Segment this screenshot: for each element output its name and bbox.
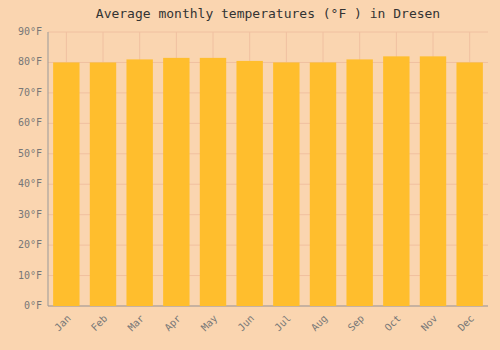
y-tick-label: 50°F	[18, 148, 42, 159]
y-tick-label: 10°F	[18, 270, 42, 281]
background	[0, 0, 500, 350]
bars	[53, 56, 483, 306]
bar	[420, 56, 446, 306]
y-tick-label: 80°F	[18, 56, 42, 67]
bar	[383, 56, 409, 306]
x-tick-label: Nov	[419, 313, 440, 334]
y-tick-label: 40°F	[18, 178, 42, 189]
title: Average monthly temperatures (°F ) in Dr…	[96, 6, 440, 21]
x-tick-label: May	[199, 313, 220, 334]
y-tick-label: 60°F	[18, 117, 42, 128]
bar	[310, 62, 336, 306]
x-tick-label: Jul	[272, 313, 293, 334]
y-tick-label: 70°F	[18, 87, 42, 98]
bar	[273, 62, 299, 306]
y-tick-label: 30°F	[18, 209, 42, 220]
x-tick-label: Feb	[89, 313, 110, 334]
x-tick-label: Jun	[236, 313, 257, 334]
bar	[456, 62, 482, 306]
bar	[90, 62, 116, 306]
x-tick-label: Aug	[309, 313, 330, 334]
axes: 0°F 10°F 20°F 30°F 40°F 50°F 60°F 70°F 80°F 90°F J…	[18, 26, 488, 333]
bar	[200, 58, 226, 306]
bar	[53, 62, 79, 306]
bar	[236, 61, 262, 306]
chart: 0°F 10°F 20°F 30°F 40°F 50°F 60°F 70°F 80°F 90°F J…	[0, 0, 500, 350]
y-tick-label: 20°F	[18, 239, 42, 250]
bar	[346, 59, 372, 306]
x-tick-label: Jan	[52, 313, 73, 334]
x-tick-label: Apr	[162, 313, 183, 334]
x-tick-label: Dec	[456, 313, 477, 334]
y-axis-line	[48, 32, 49, 306]
x-tick-label: Sep	[346, 313, 367, 334]
x-tick-label: Oct	[382, 313, 403, 334]
grid	[48, 32, 488, 306]
y-tick-label: 0°F	[24, 300, 42, 311]
y-tick-label: 90°F	[18, 26, 42, 37]
x-tick-label: Mar	[126, 313, 147, 334]
y-grid-line	[48, 32, 488, 33]
bar	[126, 59, 152, 306]
chart-container: 0°F 10°F 20°F 30°F 40°F 50°F 60°F 70°F 80°F 90°F J…	[0, 0, 500, 350]
bar	[163, 58, 189, 306]
